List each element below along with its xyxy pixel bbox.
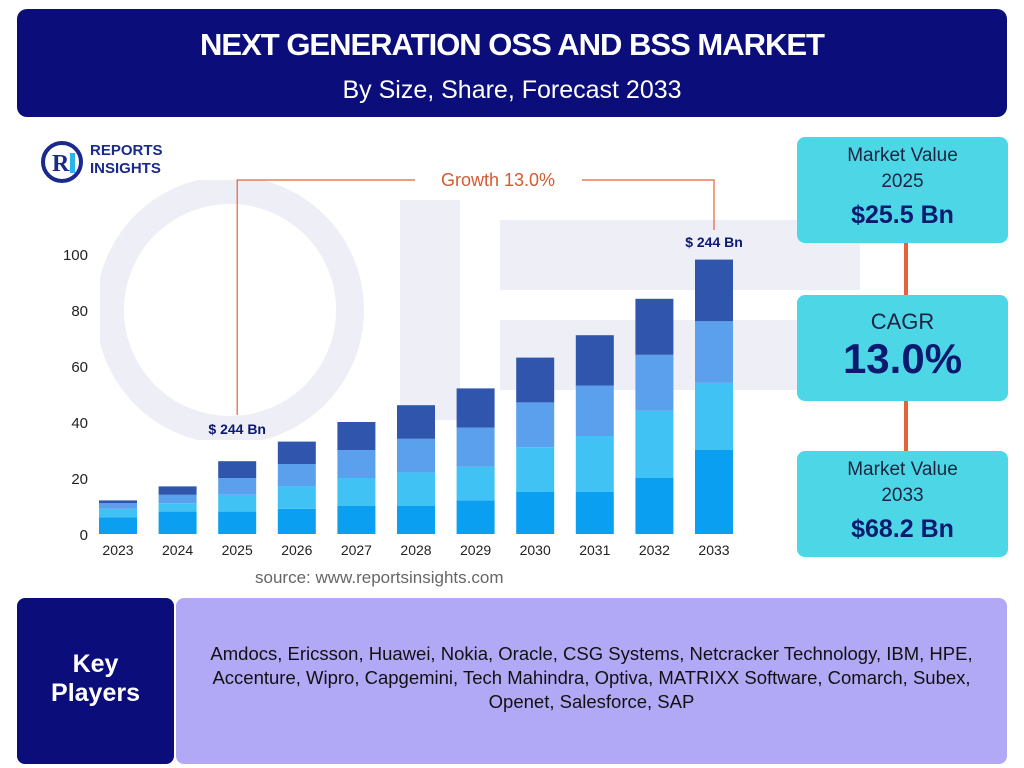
x-tick-label: 2025 — [222, 542, 253, 558]
bar-segment — [516, 447, 555, 492]
card-label: Market Value — [847, 459, 958, 480]
bar-segment — [158, 511, 197, 534]
bar-segment — [575, 385, 614, 436]
growth-bracket-left — [236, 179, 415, 415]
bar-segment — [397, 506, 435, 534]
y-tick-label: 0 — [80, 527, 88, 544]
key-players-line2: Players — [51, 679, 140, 707]
bar-segment — [456, 466, 495, 501]
bar-segment — [337, 506, 376, 534]
bar-segment — [337, 478, 376, 506]
bar-segment — [99, 517, 137, 534]
bar-segment — [397, 438, 435, 473]
bar-segment — [337, 422, 376, 450]
bar-segment — [218, 461, 257, 478]
bar-segment — [635, 478, 674, 534]
card-label: CAGR — [870, 309, 935, 334]
bar-segment — [397, 405, 435, 439]
x-tick-label: 2029 — [460, 542, 491, 558]
x-tick-label: 2032 — [639, 542, 670, 558]
data-label-2033: $ 244 Bn — [685, 234, 743, 250]
connector-line — [904, 401, 908, 451]
card-value: 13.0% — [842, 335, 963, 382]
bar-segment — [695, 259, 733, 322]
y-tick-label: 60 — [71, 359, 88, 376]
bar-segment — [158, 486, 197, 495]
bar-segment — [456, 500, 495, 534]
bar-segment — [575, 492, 614, 534]
bar-segment — [575, 335, 614, 386]
bar-segment — [99, 508, 137, 518]
logo-line2: INSIGHTS — [90, 160, 161, 177]
key-players-line1: Key — [72, 650, 119, 678]
market-size-chart: 0 20 40 60 80 100 2023 2024 2025 2026 2027 2028 2029… — [63, 170, 743, 558]
y-tick-label: 40 — [71, 415, 88, 432]
bar-segment — [158, 503, 197, 512]
card-value: $25.5 Bn — [851, 201, 954, 229]
y-tick-label: 100 — [63, 247, 88, 264]
x-tick-label: 2023 — [102, 542, 133, 558]
bar-segment — [516, 357, 555, 403]
market-value-2025-card: Market Value 2025 $25.5 Bn — [797, 137, 1008, 243]
growth-label: Growth 13.0% — [441, 170, 555, 190]
bar-segment — [695, 382, 733, 450]
bar-segment — [516, 492, 555, 534]
x-tick-label: 2031 — [579, 542, 610, 558]
y-tick-label: 20 — [71, 471, 88, 488]
bar-segment — [99, 503, 137, 509]
page-subtitle: By Size, Share, Forecast 2033 — [342, 76, 682, 104]
bar-segment — [456, 388, 495, 428]
bar-segment — [635, 354, 674, 411]
bar-segment — [456, 427, 495, 467]
source-text: source: www.reportsinsights.com — [255, 568, 504, 587]
y-tick-label: 80 — [71, 303, 88, 320]
bar-segment — [516, 402, 555, 448]
key-players-label: Key Players — [17, 598, 174, 764]
cagr-card: CAGR 13.0% — [797, 295, 1008, 401]
market-value-2033-card: Market Value 2033 $68.2 Bn — [797, 451, 1008, 557]
bar-segment — [99, 500, 137, 504]
bar-segment — [635, 410, 674, 478]
logo-line1: REPORTS — [90, 142, 163, 159]
card-value: $68.2 Bn — [851, 515, 954, 543]
header-banner: NEXT GENERATION OSS AND BSS MARKET By Si… — [17, 9, 1007, 117]
svg-text:R: R — [52, 151, 70, 177]
growth-bracket-right — [582, 179, 715, 230]
bar-segment — [277, 508, 316, 534]
card-year: 2033 — [881, 485, 924, 506]
x-tick-label: 2027 — [341, 542, 372, 558]
logo-text: REPORTS INSIGHTS — [90, 142, 163, 178]
x-tick-label: 2033 — [698, 542, 729, 558]
bar-segment — [158, 494, 197, 504]
card-label: Market Value — [847, 145, 958, 166]
card-year: 2025 — [881, 171, 924, 192]
bar-segment — [397, 472, 435, 506]
x-tick-label: 2030 — [520, 542, 551, 558]
bar-segment — [218, 478, 257, 495]
bar-segment — [575, 436, 614, 492]
x-tick-label: 2024 — [162, 542, 193, 558]
x-tick-label: 2028 — [400, 542, 431, 558]
bar-segment — [695, 321, 733, 383]
bar-segment — [277, 441, 316, 464]
bar-segment — [635, 298, 674, 355]
bar-segment — [277, 486, 316, 509]
page-title: NEXT GENERATION OSS AND BSS MARKET — [200, 27, 825, 62]
bar-segment — [695, 450, 733, 534]
data-label-2025: $ 244 Bn — [208, 421, 266, 437]
bar-segment — [337, 450, 376, 478]
x-tick-label: 2026 — [281, 542, 312, 558]
bar-segment — [277, 464, 316, 487]
bar-segment — [218, 494, 257, 512]
connector-line — [904, 243, 908, 295]
key-players-list: Amdocs, Ericsson, Huawei, Nokia, Oracle,… — [176, 598, 1007, 764]
reports-insights-logo: R — [41, 141, 83, 183]
bar-segment — [218, 511, 257, 534]
